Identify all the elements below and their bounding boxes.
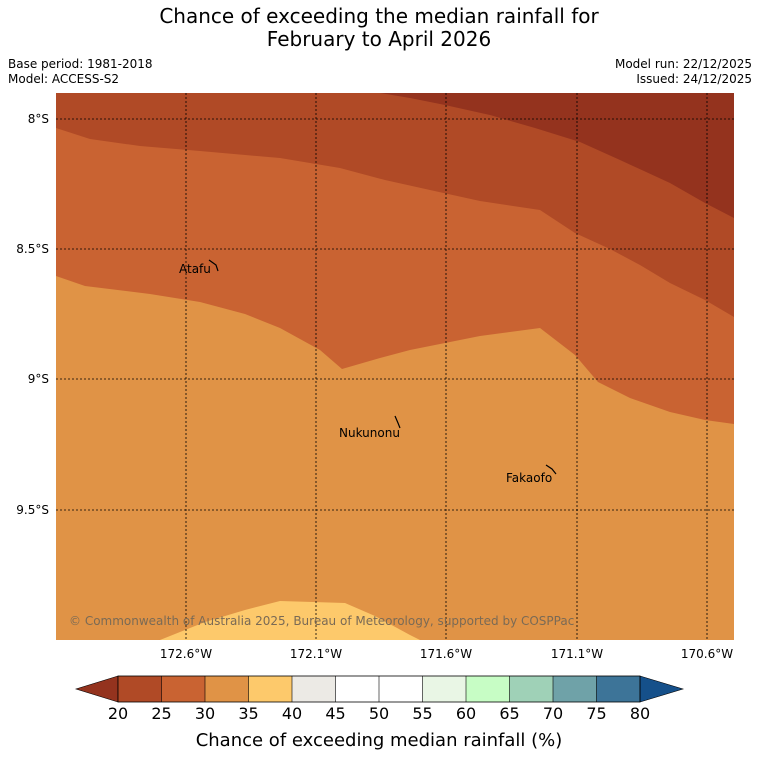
model-run: Model run: 22/12/2025	[614, 57, 752, 71]
colorbar-tick-70: 70	[542, 704, 564, 723]
lat-label-9-5s: 9.5°S	[16, 503, 49, 517]
lon-label-172-6w: 172.6°W	[159, 647, 213, 661]
colorbar-segment-50-55	[379, 676, 423, 702]
colorbar-tick-20: 20	[107, 704, 129, 723]
lat-label-8-5s: 8.5°S	[16, 242, 49, 256]
colorbar-label: Chance of exceeding median rainfall (%)	[195, 730, 563, 751]
colorbar-tick-80: 80	[629, 704, 651, 723]
colorbar-segment-40-45	[292, 676, 336, 702]
colorbar-segment-75-80	[596, 676, 640, 702]
colorbar-tick-50: 50	[368, 704, 390, 723]
title-line-2: February to April 2026	[266, 27, 492, 51]
colorbar-tick-65: 65	[499, 704, 520, 723]
colorbar-tick-25: 25	[151, 704, 172, 723]
colorbar-segment-55-60	[422, 676, 466, 702]
colorbar-arrow-high	[639, 675, 685, 703]
copyright-notice: © Commonwealth of Australia 2025, Bureau…	[69, 614, 575, 628]
colorbar-segment-20-25	[118, 676, 162, 702]
atolls	[208, 259, 557, 475]
gridlines	[56, 93, 734, 640]
contour-20-25	[56, 93, 734, 317]
colorbar-tick-40: 40	[281, 704, 303, 723]
meta-right: Model run: 22/12/2025 Issued: 24/12/2025	[615, 57, 752, 87]
lon-label-172-1w: 172.1°W	[289, 647, 343, 661]
place-label-fakaofo: Fakaofo	[506, 471, 553, 485]
colorbar-tick-45: 45	[325, 704, 346, 723]
colorbar-segment-30-35	[205, 676, 249, 702]
colorbar-segment-45-50	[335, 676, 379, 702]
meta-left: Base period: 1981-2018 Model: ACCESS-S2	[8, 57, 153, 87]
colorbar-tick-60: 60	[455, 704, 477, 723]
place-label-nukunonu: Nukunonu	[339, 426, 400, 440]
model-name: Model: ACCESS-S2	[8, 72, 120, 86]
colorbar-tick-30: 30	[194, 704, 216, 723]
base-period: Base period: 1981-2018	[8, 57, 153, 71]
atoll-nukunonu-shape	[394, 415, 401, 429]
colorbar-segment-25-30	[161, 676, 205, 702]
lon-label-171-1w: 171.1°W	[550, 647, 604, 661]
map-contours	[56, 93, 734, 640]
colorbar-tick-55: 55	[412, 704, 433, 723]
map-title: Chance of exceeding the median rainfall …	[0, 5, 758, 51]
colorbar-tick-75: 75	[586, 704, 607, 723]
colorbar-arrow-low	[74, 675, 119, 703]
lat-label-9s: 9°S	[27, 372, 49, 386]
colorbar-tick-35: 35	[238, 704, 259, 723]
colorbar-frame	[117, 675, 641, 703]
atoll-atafu-shape	[208, 259, 219, 272]
lon-label-171-6w: 171.6°W	[419, 647, 473, 661]
contour-35-40	[160, 601, 420, 640]
contour-below-20	[380, 93, 734, 218]
colorbar-segment-35-40	[248, 676, 292, 702]
colorbar-segment-60-65	[466, 676, 510, 702]
lon-label-170-6w: 170.6°W	[680, 647, 734, 661]
title-line-1: Chance of exceeding the median rainfall …	[159, 4, 599, 28]
issued-date: Issued: 24/12/2025	[636, 72, 752, 86]
place-label-atafu: Atafu	[179, 262, 211, 276]
colorbar-segment-70-75	[553, 676, 597, 702]
colorbar-segment-65-70	[509, 676, 553, 702]
atoll-fakaofo-shape	[545, 464, 557, 475]
lat-label-8s: 8°S	[27, 112, 49, 126]
colorbar-dividers	[161, 676, 597, 702]
